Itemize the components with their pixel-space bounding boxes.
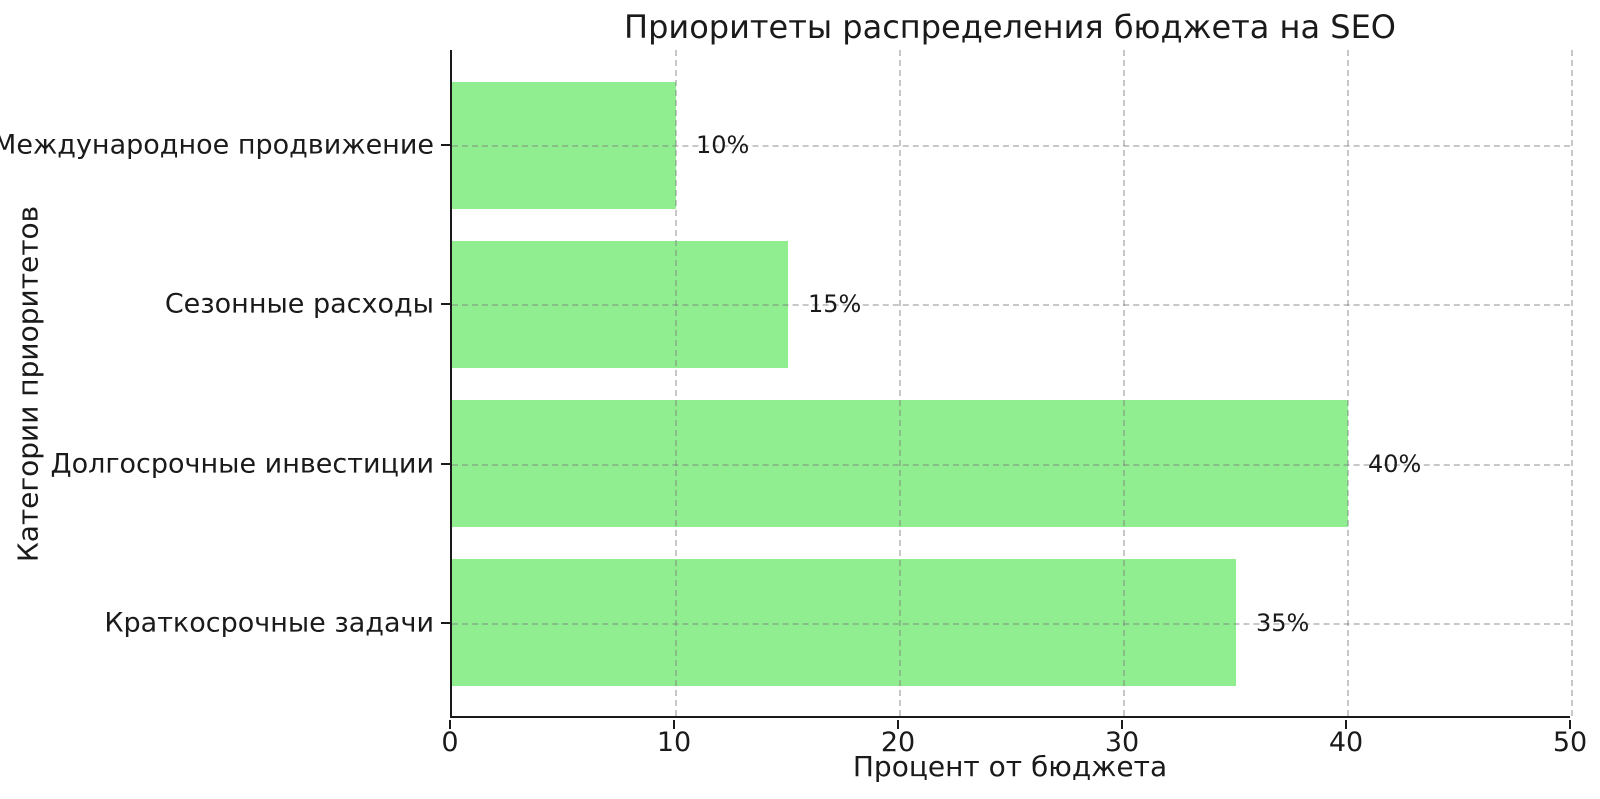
gridline-vertical (675, 50, 677, 716)
gridline-horizontal (452, 304, 1570, 307)
x-tick-label: 40 (1328, 727, 1364, 758)
bar-2 (452, 240, 788, 369)
x-tick-mark (1345, 720, 1347, 729)
x-tick-mark (449, 720, 451, 729)
x-tick-label: 0 (441, 727, 459, 758)
category-label: Краткосрочные задачи (104, 607, 434, 639)
x-tick-label: 10 (656, 727, 692, 758)
x-tick-label: 20 (880, 727, 916, 758)
plot-area: 10% 15% 40% 35% (450, 50, 1573, 718)
bar-value-label: 35% (1256, 608, 1310, 637)
gridline-horizontal (452, 463, 1570, 466)
x-tick-mark (897, 720, 899, 729)
bar-value-label: 15% (808, 290, 862, 319)
x-tick-mark (1569, 720, 1571, 729)
gridline-vertical (899, 50, 901, 716)
chart-title: Приоритеты распределения бюджета на SEO (624, 8, 1396, 46)
gridline-horizontal (452, 622, 1570, 625)
y-tick-mark (441, 462, 450, 465)
x-tick-mark (673, 720, 675, 729)
gridline-vertical (1123, 50, 1125, 716)
y-tick-mark (441, 144, 450, 147)
bar-3 (452, 399, 1348, 528)
x-tick-label: 50 (1552, 727, 1588, 758)
y-tick-mark (441, 621, 450, 624)
gridline-horizontal (452, 145, 1570, 148)
x-tick-label: 30 (1104, 727, 1140, 758)
y-axis-label: Категории приоритетов (11, 205, 45, 563)
category-label: Международное продвижение (0, 129, 434, 161)
x-tick-mark (1121, 720, 1123, 729)
bar-value-label: 40% (1368, 449, 1422, 478)
bar-4 (452, 558, 1236, 687)
category-label: Сезонные расходы (164, 288, 434, 320)
x-axis-label: Процент от бюджета (852, 750, 1168, 783)
gridline-vertical (1347, 50, 1349, 716)
y-tick-mark (441, 303, 450, 306)
bar-1 (452, 81, 676, 210)
category-label: Долгосрочные инвестиции (50, 448, 434, 480)
gridline-vertical (1571, 50, 1573, 716)
bar-value-label: 10% (696, 131, 750, 160)
